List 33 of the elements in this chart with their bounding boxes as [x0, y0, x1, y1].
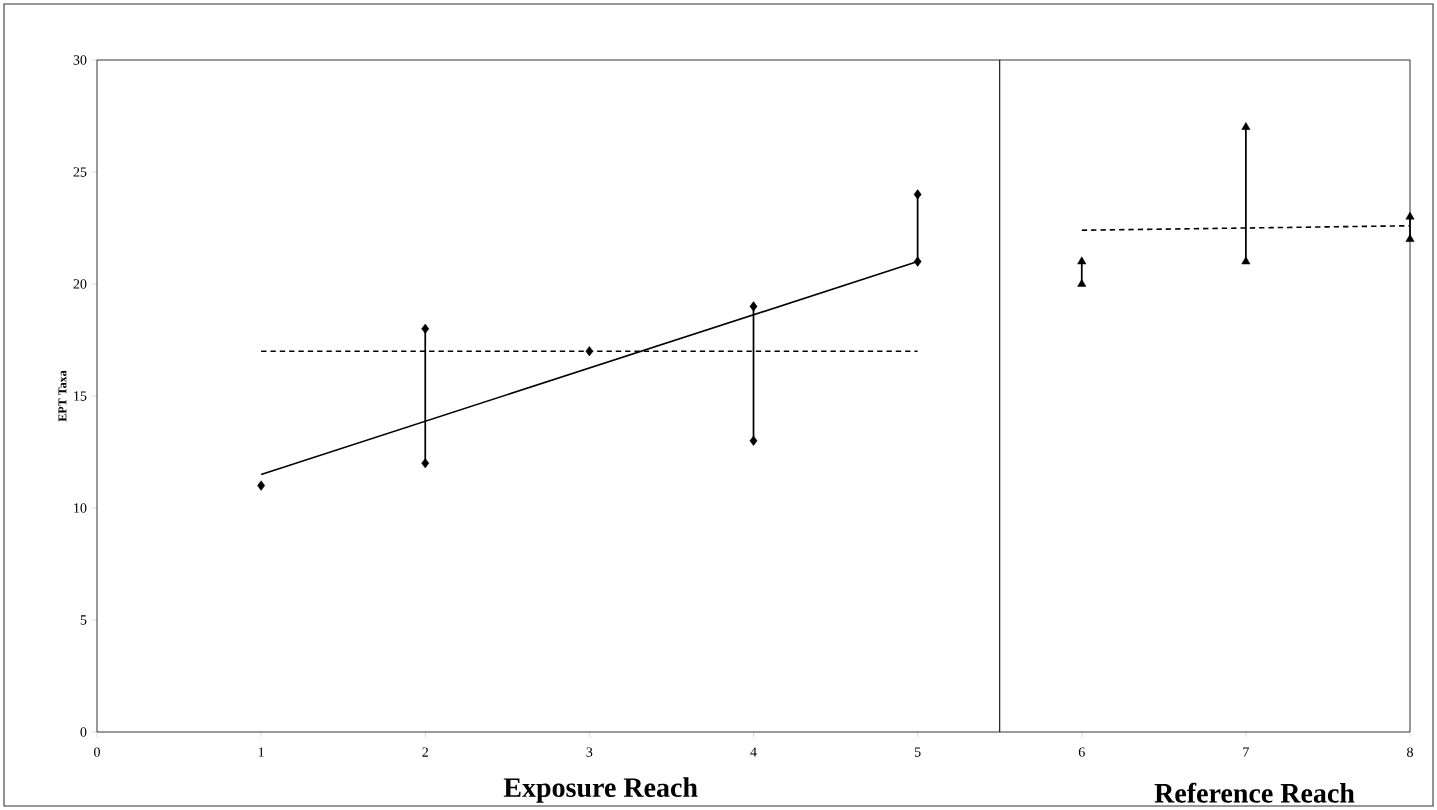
text: Exposure Reach [503, 777, 698, 803]
y-tick-label: 15 [74, 391, 87, 401]
point [1077, 256, 1087, 265]
y-tick-label: 30 [73, 55, 87, 65]
y-axis-title: EPT Taxa [58, 370, 67, 422]
x-tick-label: 1 [258, 747, 264, 757]
point [421, 458, 430, 469]
y-tick-label: 25 [73, 167, 87, 177]
point [585, 346, 594, 357]
y-tick-label: 5 [80, 615, 87, 625]
y-tick-label: 20 [73, 279, 87, 289]
point [749, 435, 758, 446]
point [1405, 211, 1415, 220]
x-tick-label: 0 [94, 747, 100, 757]
point [1077, 278, 1087, 287]
x-tick-label: 2 [422, 747, 428, 757]
y-tick-label: 10 [74, 503, 87, 513]
point [1241, 256, 1251, 265]
point [913, 189, 922, 200]
x-tick-label: 5 [914, 747, 921, 757]
x-tick-label: 4 [750, 747, 757, 757]
text: Reference Reach [1154, 782, 1355, 803]
point [1405, 234, 1415, 242]
x-tick-label: 8 [1407, 747, 1413, 757]
point [421, 323, 430, 334]
point [1241, 122, 1251, 130]
x-tick-label: 3 [586, 747, 593, 757]
y-tick-label: 0 [80, 727, 87, 737]
point [257, 480, 265, 491]
point [749, 301, 758, 312]
x-tick-label: 6 [1078, 747, 1085, 757]
x-tick-label: 7 [1243, 747, 1249, 757]
point [913, 256, 922, 267]
